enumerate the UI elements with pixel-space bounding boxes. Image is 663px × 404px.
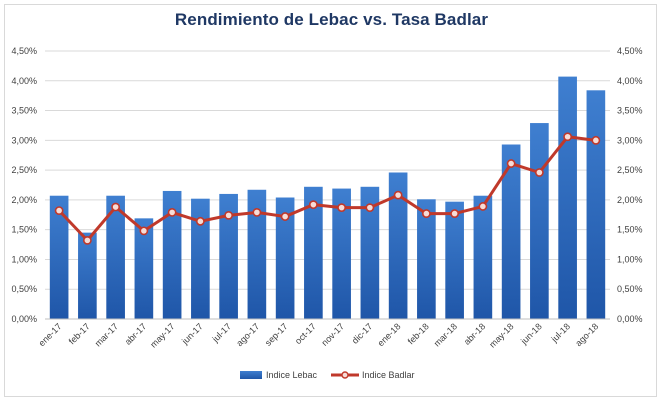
bar-lebac [501,144,521,319]
y-tick-label-right: 4,00% [617,76,643,86]
point-badlar [195,216,205,226]
bar-lebac [558,76,577,319]
point-badlar [111,202,121,212]
point-badlar [224,210,234,220]
y-tick-label-left: 2,50% [11,165,37,175]
bar-lebac [247,189,267,319]
bar-lebac [219,193,238,319]
x-tick-label: nov-17 [320,321,347,348]
y-tick-label-left: 4,50% [11,46,37,56]
point-badlar [534,168,544,177]
x-tick-label: ago-18 [573,321,600,348]
x-tick-label: jul-18 [549,321,572,344]
point-badlar [280,212,290,221]
point-badlar [252,207,262,217]
point-badlar [563,132,573,142]
bar-lebac [417,199,436,319]
bar-lebac [304,186,323,319]
y-tick-label-right: 0,50% [617,284,643,294]
bar-lebac [162,190,182,319]
bar-series-lebac [49,76,606,319]
y-tick-label-left: 4,00% [11,76,37,86]
x-tick-label: jun-18 [518,321,543,346]
gridlines [45,50,610,320]
bar-lebac [530,123,549,319]
bar-lebac [360,186,380,319]
y-tick-label-left: 0,00% [11,314,37,324]
point-badlar [337,203,347,213]
legend-marker-badlar [341,371,349,379]
legend-swatch-lebac [240,371,262,379]
y-tick-label-right: 1,50% [617,225,643,235]
bar-lebac [191,198,210,319]
point-badlar [139,226,149,236]
bar-lebac [106,195,125,319]
bar-lebac [332,188,351,319]
line-series-badlar [54,132,601,245]
y-tick-label-right: 4,50% [617,46,643,56]
y-tick-label-right: 3,50% [617,106,643,116]
point-badlar [506,159,516,168]
x-tick-label: ene-17 [37,321,64,348]
point-badlar [421,209,431,218]
x-tick-label: may-18 [487,321,515,349]
y-axis-right: 0,00% 0,50% 1,00% 1,50% 2,00% 2,50% 3,00% 3,50%… [617,46,643,324]
y-tick-label-left: 3,50% [11,106,37,116]
bar-lebac [473,195,493,319]
x-tick-label: sep-17 [263,321,290,348]
x-tick-label: abr-18 [462,321,487,346]
point-badlar [54,206,64,216]
point-badlar [393,190,403,200]
bar-lebac [134,218,154,319]
y-axis-left: 0,00% 0,50% 1,00% 1,50% 2,00% 2,50% 3,00% 3,50%… [11,46,37,324]
x-tick-label: mar-17 [93,321,120,348]
x-tick-label: ago-17 [234,321,261,348]
bar-lebac [49,195,69,319]
point-badlar [450,209,460,218]
point-badlar [308,200,318,210]
x-axis: ene-17 feb-17 mar-17 abr-17 may-17 jun-17 jul-… [37,318,610,350]
bar-lebac [275,197,295,319]
y-tick-label-left: 1,00% [11,254,37,264]
line-badlar [58,135,597,242]
bar-lebac [445,201,464,319]
y-tick-label-right: 2,50% [617,165,643,175]
x-tick-label: feb-17 [67,321,92,346]
y-tick-label-left: 0,50% [11,284,37,294]
point-badlar [591,135,601,145]
x-tick-label: dic-17 [350,321,374,345]
legend: Indice Lebac Indice Badlar [240,370,415,380]
x-tick-label: ene-18 [376,321,403,348]
y-tick-label-left: 3,00% [11,135,37,145]
y-tick-label-right: 3,00% [617,135,643,145]
point-badlar [365,203,375,213]
y-tick-label-right: 0,00% [617,314,643,324]
y-tick-label-left: 2,00% [11,195,37,205]
y-tick-label-left: 1,50% [11,225,37,235]
x-tick-label: oct-17 [293,321,318,346]
y-tick-label-right: 2,00% [617,195,643,205]
x-tick-label: abr-17 [123,321,148,346]
bar-lebac [78,232,97,319]
x-tick-label: feb-18 [406,321,431,346]
bar-lebac [388,172,408,319]
legend-label-badlar: Indice Badlar [362,370,415,380]
x-tick-label: mar-18 [432,321,459,348]
bar-lebac [586,90,606,319]
point-badlar [82,235,92,245]
x-tick-label: jun-17 [179,321,204,346]
x-tick-label: may-17 [148,321,176,349]
point-badlar [167,207,177,217]
legend-label-lebac: Indice Lebac [266,370,318,380]
chart-title: Rendimiento de Lebac vs. Tasa Badlar [174,10,489,29]
y-tick-label-right: 1,00% [617,254,643,264]
point-badlar [478,202,488,211]
x-tick-label: jul-17 [210,321,233,344]
